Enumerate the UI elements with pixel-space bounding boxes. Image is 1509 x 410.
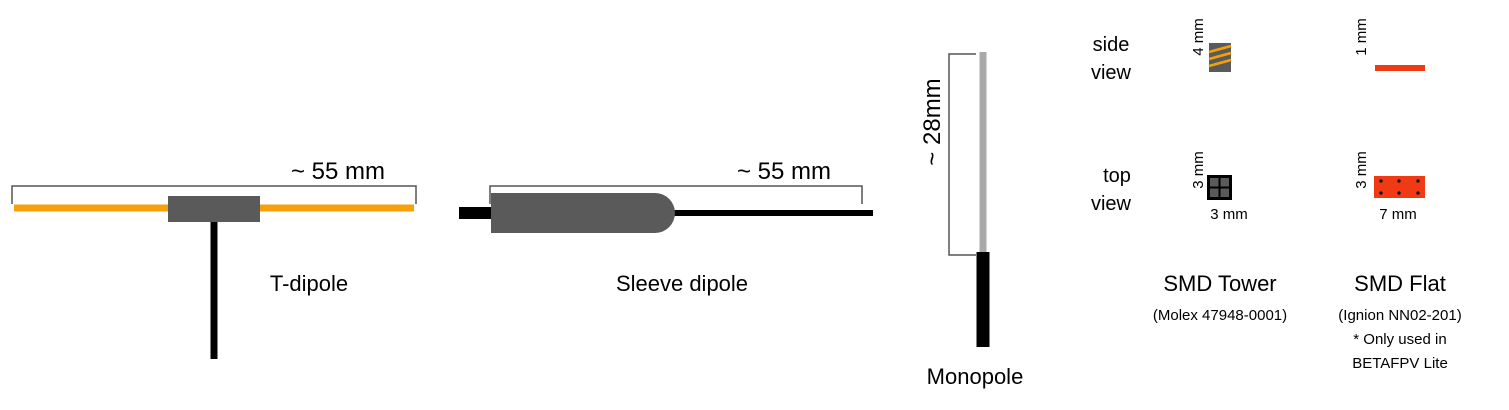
smd-tower-side-height-label: 4 mm (1190, 18, 1207, 56)
smd-tower-top-width-label: 3 mm (1210, 206, 1248, 223)
smd-flat-part-label: (Ignion NN02-201) (1338, 307, 1461, 324)
monopole-name-label: Monopole (927, 364, 1024, 389)
monopole-dimension-label: ~ 28mm (919, 78, 946, 165)
smd-flat-side-view (1375, 65, 1425, 71)
top-view-label-line1: top (1103, 165, 1131, 187)
t-dipole-dimension-bracket (11, 185, 417, 204)
smd-tower-top-height-label: 3 mm (1190, 151, 1207, 189)
sleeve-dipole-sleeve (491, 193, 675, 233)
sleeve-dipole-dimension-bracket (489, 185, 863, 204)
smd-row-labels: side view top view (1091, 34, 1132, 215)
smd-tower-group: 4 mm 3 mm 3 mm SMD Tower (Molex 47948-00… (1153, 18, 1287, 324)
monopole-dimension-bracket (948, 53, 976, 256)
smd-tower-part-label: (Molex 47948-0001) (1153, 307, 1287, 324)
top-view-label-line2: view (1091, 193, 1132, 215)
smd-tower-name-label: SMD Tower (1163, 271, 1276, 296)
smd-flat-top-height-label: 3 mm (1353, 151, 1370, 189)
smd-flat-top-width-label: 7 mm (1379, 206, 1417, 223)
monopole-group: ~ 28mm Monopole (919, 52, 1023, 389)
t-dipole-name-label: T-dipole (270, 271, 348, 296)
sleeve-dipole-group: ~ 55 mm Sleeve dipole (459, 158, 873, 296)
smd-flat-group: 1 mm 3 mm 7 mm SMD Flat (Ignion NN02-201… (1338, 18, 1461, 372)
side-view-label-line2: view (1091, 62, 1132, 84)
sleeve-dipole-dimension-label: ~ 55 mm (737, 158, 831, 185)
t-dipole-group: ~ 55 mm T-dipole (11, 158, 417, 359)
side-view-label-line1: side (1093, 34, 1130, 56)
smd-flat-note-line2: BETAFPV Lite (1352, 355, 1448, 372)
smd-flat-note-line1: * Only used in (1353, 331, 1446, 348)
smd-flat-name-label: SMD Flat (1354, 271, 1446, 296)
smd-flat-side-height-label: 1 mm (1353, 18, 1370, 56)
sleeve-dipole-name-label: Sleeve dipole (616, 271, 748, 296)
smd-tower-top-view (1207, 175, 1232, 200)
smd-flat-top-view (1374, 176, 1425, 198)
smd-tower-side-view (1208, 43, 1232, 72)
t-dipole-feed-block (168, 196, 260, 222)
t-dipole-dimension-label: ~ 55 mm (291, 158, 385, 185)
